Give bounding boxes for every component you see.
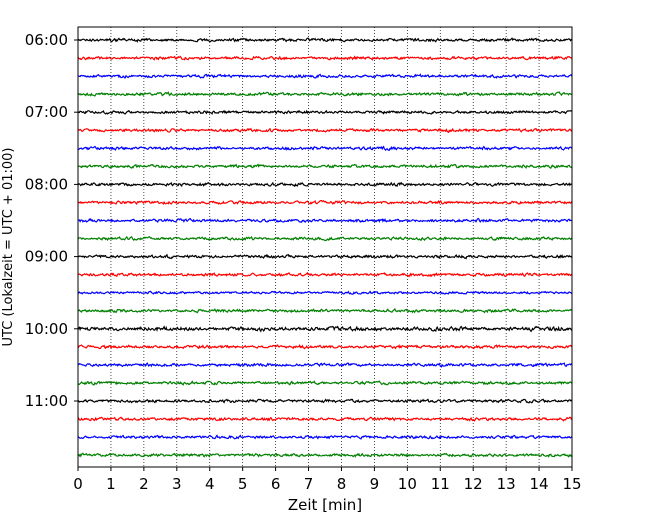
x-tick-label-2: 2 bbox=[139, 475, 149, 493]
grid-lines bbox=[110, 27, 540, 467]
x-tick-label-6: 6 bbox=[271, 475, 281, 493]
x-tick-label-5: 5 bbox=[238, 475, 248, 493]
trace-1 bbox=[77, 55, 573, 61]
plot-frame bbox=[77, 26, 573, 468]
trace-group bbox=[77, 37, 573, 458]
x-tick-label-3: 3 bbox=[172, 475, 182, 493]
trace-18 bbox=[77, 362, 573, 368]
trace-17 bbox=[77, 344, 573, 350]
x-tick-label-7: 7 bbox=[304, 475, 314, 493]
trace-16 bbox=[77, 325, 573, 333]
x-tick-label-14: 14 bbox=[530, 475, 549, 493]
x-tick-label-10: 10 bbox=[398, 475, 417, 493]
trace-2 bbox=[77, 73, 573, 79]
trace-10 bbox=[77, 217, 573, 224]
trace-3 bbox=[77, 91, 573, 97]
trace-7 bbox=[77, 163, 573, 170]
x-axis-ticks: 0 1 2 3 4 5 6 7 8 9 10 11 12 13 14 15 bbox=[73, 467, 582, 493]
x-tick-label-4: 4 bbox=[205, 475, 215, 493]
trace-8 bbox=[77, 181, 573, 188]
x-tick-label-13: 13 bbox=[497, 475, 516, 493]
trace-14 bbox=[77, 290, 573, 295]
trace-21 bbox=[77, 416, 573, 422]
x-tick-label-1: 1 bbox=[106, 475, 116, 493]
y-tick-label-4: 10:00 bbox=[25, 320, 68, 338]
x-tick-label-11: 11 bbox=[431, 475, 450, 493]
trace-13 bbox=[77, 271, 573, 278]
x-tick-label-12: 12 bbox=[464, 475, 483, 493]
trace-0 bbox=[77, 37, 573, 43]
trace-9 bbox=[77, 199, 573, 206]
x-tick-label-8: 8 bbox=[337, 475, 347, 493]
trace-5 bbox=[77, 127, 573, 134]
trace-11 bbox=[77, 235, 573, 242]
trace-20 bbox=[77, 398, 573, 404]
x-tick-label-15: 15 bbox=[562, 475, 581, 493]
y-axis-ticks: 06:00 07:00 08:00 09:00 10:00 11:00 bbox=[25, 31, 78, 410]
trace-19 bbox=[77, 380, 573, 386]
trace-4 bbox=[77, 109, 573, 115]
trace-12 bbox=[77, 253, 573, 260]
trace-6 bbox=[77, 145, 573, 152]
x-axis-label: Zeit [min] bbox=[288, 496, 362, 514]
y-tick-label-3: 09:00 bbox=[25, 248, 68, 266]
x-tick-label-0: 0 bbox=[73, 475, 83, 493]
y-tick-label-1: 07:00 bbox=[25, 103, 68, 121]
trace-22 bbox=[77, 434, 573, 440]
trace-23 bbox=[77, 452, 573, 458]
y-axis-label: UTC (Lokalzeit = UTC + 01:00) bbox=[1, 148, 16, 347]
x-tick-label-9: 9 bbox=[370, 475, 380, 493]
trace-15 bbox=[77, 307, 573, 314]
y-tick-label-2: 08:00 bbox=[25, 175, 68, 193]
y-tick-label-5: 11:00 bbox=[25, 392, 68, 410]
y-tick-label-0: 06:00 bbox=[25, 31, 68, 49]
